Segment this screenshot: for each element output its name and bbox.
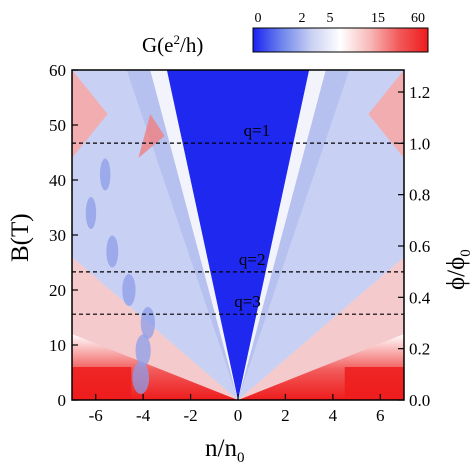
reference-lines: q=1 q=2 q=3 xyxy=(72,121,404,315)
heatmap-regions xyxy=(72,70,404,400)
colorbar-bar xyxy=(252,27,429,53)
x-tick-label: -6 xyxy=(89,406,103,425)
reference-line-label: q=3 xyxy=(234,292,261,311)
colorbar-title: G(e2/h) xyxy=(142,32,203,57)
heatmap-white-stripe-left xyxy=(150,70,238,400)
y-right-tick-label: 0.6 xyxy=(409,237,430,256)
y-right-tick-label: 0.2 xyxy=(409,340,430,359)
x-tick-label: 6 xyxy=(376,406,385,425)
heatmap-blue-stripe-right xyxy=(238,70,350,400)
x-tick-label: 0 xyxy=(234,406,243,425)
colorbar-tick-label: 15 xyxy=(371,11,385,26)
colorbar-ticks: 0 2 5 15 60 xyxy=(255,11,426,26)
x-tick-label: 4 xyxy=(329,406,338,425)
heatmap-blue-blob xyxy=(135,334,151,367)
y-tick-label: 50 xyxy=(49,116,66,135)
y-tick-label: 60 xyxy=(49,61,66,80)
x-tick-label: -2 xyxy=(183,406,197,425)
heatmap-blue-blob xyxy=(106,235,119,268)
y-right-axis-ticks: 0.0 0.2 0.4 0.6 0.8 1.0 1.2 xyxy=(398,83,431,410)
heatmap-blue-blob xyxy=(85,197,97,229)
x-axis-label: n/n0 xyxy=(205,435,244,466)
reference-line-label: q=1 xyxy=(244,121,271,140)
heatmap-white-stripe-right xyxy=(238,70,326,400)
colorbar-tick-label: 0 xyxy=(255,11,262,26)
heatmap-central-blue-fan xyxy=(166,70,310,400)
heatmap-red-spot-left xyxy=(72,70,108,158)
y-tick-label: 10 xyxy=(49,336,66,355)
heatmap-blue-blob xyxy=(122,274,136,306)
heatmap-red-corner-right xyxy=(344,367,404,400)
heatmap-red-spot-right xyxy=(368,70,404,158)
y-left-axis-ticks: 0 10 20 30 40 50 60 xyxy=(49,61,78,410)
y-tick-label: 20 xyxy=(49,281,66,300)
heatmap-red-corner-left xyxy=(72,367,132,400)
heatmap-blue-stripe-left xyxy=(126,70,238,400)
reference-line-label: q=2 xyxy=(239,250,266,269)
y-left-axis-label: B(T) xyxy=(7,213,34,262)
x-tick-label: 2 xyxy=(281,406,290,425)
y-right-axis-label: ϕ/ϕ0 xyxy=(443,249,474,290)
heatmap-lightblue-fan-right xyxy=(238,70,404,400)
heatmap-lightblue-fan-left xyxy=(72,70,238,400)
y-right-tick-label: 0.4 xyxy=(409,288,431,307)
colorbar: G(e2/h) 0 2 5 15 60 xyxy=(142,11,429,57)
y-right-tick-label: 1.0 xyxy=(409,134,430,153)
y-right-tick-label: 0.0 xyxy=(409,391,430,410)
colorbar-tick-label: 60 xyxy=(411,11,425,26)
y-tick-label: 30 xyxy=(49,226,66,245)
heatmap-blue-blob xyxy=(140,307,155,339)
y-right-tick-label: 1.2 xyxy=(409,83,430,102)
colorbar-tick-label: 5 xyxy=(327,11,334,26)
colorbar-tick-label: 2 xyxy=(299,11,306,26)
heatmap-blue-blob xyxy=(99,158,111,191)
y-right-tick-label: 0.8 xyxy=(409,186,430,205)
x-tick-label: -4 xyxy=(136,406,151,425)
y-tick-label: 40 xyxy=(49,171,66,190)
x-axis-ticks: -6 -4 -2 0 2 4 6 xyxy=(89,394,385,425)
heatmap-blue-blob xyxy=(132,362,150,394)
y-tick-label: 0 xyxy=(58,391,67,410)
heatmap-red-spot-mid xyxy=(138,114,165,158)
